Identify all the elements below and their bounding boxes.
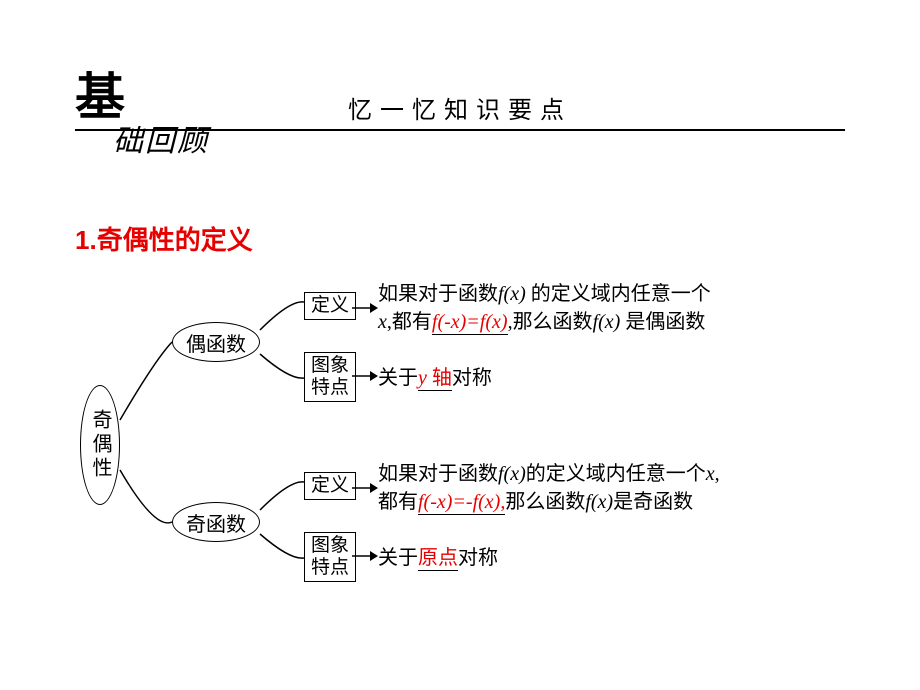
connector-even <box>260 300 310 390</box>
text-img-odd: 关于原点对称 <box>378 544 498 572</box>
text-def-even: 如果对于函数f(x) 的定义域内任意一个 x,都有f(-x)=f(x),那么函数… <box>378 280 878 336</box>
t4-post: 对称 <box>458 547 498 569</box>
t3-fn1: f(x) <box>498 463 526 485</box>
header-brush-big: 基 <box>75 72 125 122</box>
box-def-odd: 定义 <box>304 472 356 500</box>
box-img-even: 图象 特点 <box>304 352 356 402</box>
t4-pre: 关于 <box>378 547 418 569</box>
t1-pre: 如果对于函数 <box>378 283 498 305</box>
arrow-def-even <box>352 302 378 314</box>
t1-post2: 是偶函数 <box>620 311 705 333</box>
mid-oval-even: 偶函数 <box>172 322 260 362</box>
box-img-odd: 图象 特点 <box>304 532 356 582</box>
arrow-img-even <box>352 370 378 382</box>
t1-hl: f(-x)=f(x) <box>432 311 508 335</box>
arrow-img-odd <box>352 550 378 562</box>
section-title-text: 奇偶性的定义 <box>97 225 253 255</box>
text-def-odd: 如果对于函数f(x)的定义域内任意一个x, 都有f(-x)=-f(x),那么函数… <box>378 460 888 516</box>
diagram: 奇偶性 偶函数 定义 图象 特点 如果对于函数f(x) 的定义域内任意一个 x,… <box>80 280 880 620</box>
t1-mid2: ,都有 <box>387 311 432 333</box>
t3-mid2: 都有 <box>378 491 418 513</box>
t2-post: 对称 <box>452 367 492 389</box>
t2-hl: y 轴 <box>418 367 452 391</box>
text-img-even: 关于y 轴对称 <box>378 364 492 392</box>
mid-oval-odd: 奇函数 <box>172 502 260 542</box>
connector-odd <box>260 480 310 570</box>
header-brush-small: 础回顾 <box>113 116 209 160</box>
t2-pre: 关于 <box>378 367 418 389</box>
box-img-odd-l1: 图象 <box>311 535 349 556</box>
box-img-even-l2: 特点 <box>311 377 349 398</box>
box-img-odd-l2: 特点 <box>311 557 349 578</box>
t3-hl: f(-x)=-f(x), <box>418 491 505 515</box>
t1-fn1: f(x) <box>498 283 526 305</box>
box-img-even-l1: 图象 <box>311 355 349 376</box>
t4-hl: 原点 <box>418 547 458 571</box>
box-def-even: 定义 <box>304 292 356 320</box>
root-oval: 奇偶性 <box>80 385 120 505</box>
section-title: 1.奇偶性的定义 <box>75 220 253 257</box>
t3-mid: 的定义域内任意一个 <box>526 463 706 485</box>
t3-post2: 是奇函数 <box>613 491 693 513</box>
t3-fn2: f(x) <box>585 491 613 513</box>
t1-post1: ,那么函数 <box>508 311 593 333</box>
t1-fn2: f(x) <box>593 311 621 333</box>
t3-pre: 如果对于函数 <box>378 463 498 485</box>
section-number: 1. <box>75 225 97 255</box>
header: 忆一忆知识要点 基 础回顾 <box>75 90 845 133</box>
t3-x: x <box>706 463 715 485</box>
arrow-def-odd <box>352 482 378 494</box>
t3-post1: 那么函数 <box>505 491 585 513</box>
t1-x: x <box>378 311 387 333</box>
connector-root <box>120 340 180 550</box>
t1-mid: 的定义域内任意一个 <box>526 283 711 305</box>
